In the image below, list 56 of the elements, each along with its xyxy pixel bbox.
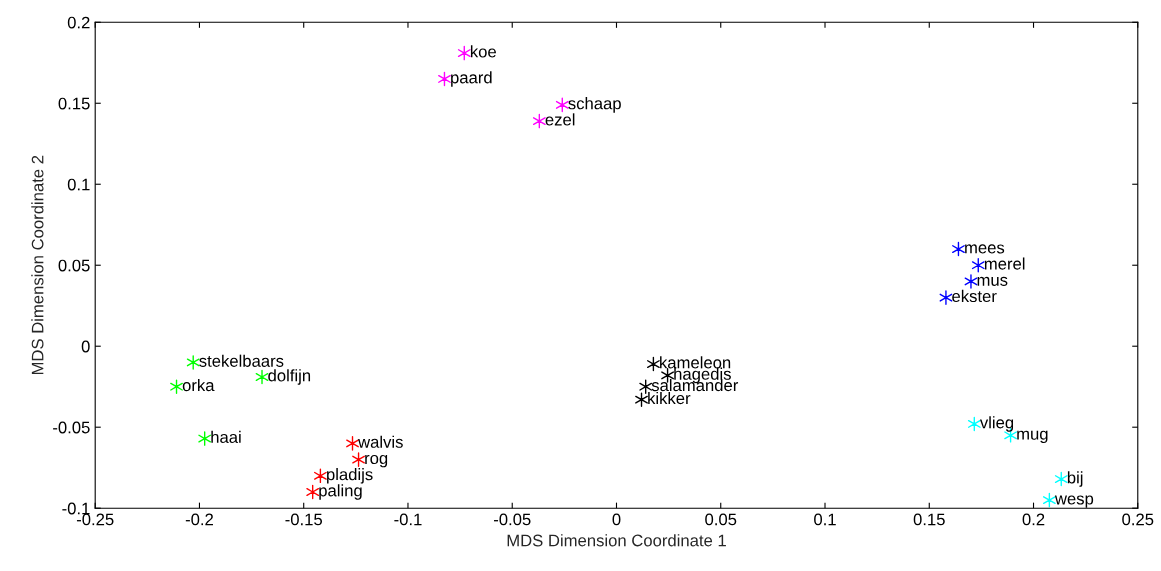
point [1054, 471, 1068, 487]
x-tick-label: 0.15 [913, 513, 945, 526]
annotation: bij [1067, 471, 1083, 487]
x-axis-title: MDS Dimension Coordinate 1 [507, 534, 726, 547]
point [532, 113, 546, 129]
x-tick-label: 0 [612, 513, 621, 526]
annotation: mug [1017, 430, 1048, 444]
y-tick-label: 0.1 [67, 178, 90, 191]
point [352, 452, 365, 467]
annotation: stekelbaars [199, 354, 284, 367]
annotation: rog [365, 454, 388, 468]
y-tick-label: -0.05 [53, 421, 90, 434]
annotation: ezel [545, 113, 575, 126]
annotation: kikker [648, 391, 691, 405]
point [555, 97, 569, 113]
annotation: kameleon [660, 356, 731, 369]
point [438, 71, 451, 87]
y-tick-label: 0 [81, 340, 90, 353]
annotation: koe [470, 45, 496, 58]
point [313, 468, 327, 484]
y-tick-label: 0.2 [67, 16, 90, 29]
y-axis-title: MDS Dimension Coordinate 2 [31, 155, 44, 375]
annotation: schaap [568, 97, 621, 113]
x-tick-label: 0.1 [814, 513, 836, 526]
annotation: ekster [952, 289, 997, 303]
x-tick-label: -0.1 [394, 513, 422, 526]
x-tick-label: 0.2 [1022, 513, 1045, 526]
point [646, 356, 660, 372]
annotation: walvis [358, 435, 403, 448]
annotation: pladijs [327, 468, 373, 484]
point [346, 436, 359, 451]
annotation: orka [182, 378, 215, 392]
x-tick-label: -0.05 [493, 513, 531, 526]
annotation: mees [965, 244, 1005, 254]
y-tick-label: 0.15 [58, 97, 90, 110]
point [635, 392, 648, 407]
annotation: wesp [1054, 495, 1094, 508]
point [457, 45, 471, 61]
x-tick-label: 0.25 [1122, 513, 1154, 526]
x-tick-label: 0.05 [705, 513, 737, 526]
point [964, 274, 978, 289]
annotation: haai [211, 430, 241, 444]
annotation: dolfijn [268, 369, 311, 385]
x-tick-label: -0.15 [285, 513, 323, 526]
point [939, 290, 953, 305]
annotation: mus [977, 276, 1008, 286]
y-tick-label: 0.05 [58, 259, 90, 272]
annotation: paling [319, 484, 362, 500]
y-tick-label: -0.1 [62, 502, 90, 515]
annotation: merel [984, 257, 1025, 270]
annotation: paard [451, 71, 492, 87]
x-tick-label: -0.25 [76, 513, 114, 526]
point [952, 241, 965, 257]
point [306, 484, 320, 500]
annotation: vlieg [979, 416, 1014, 432]
x-tick-label: -0.2 [185, 513, 213, 526]
